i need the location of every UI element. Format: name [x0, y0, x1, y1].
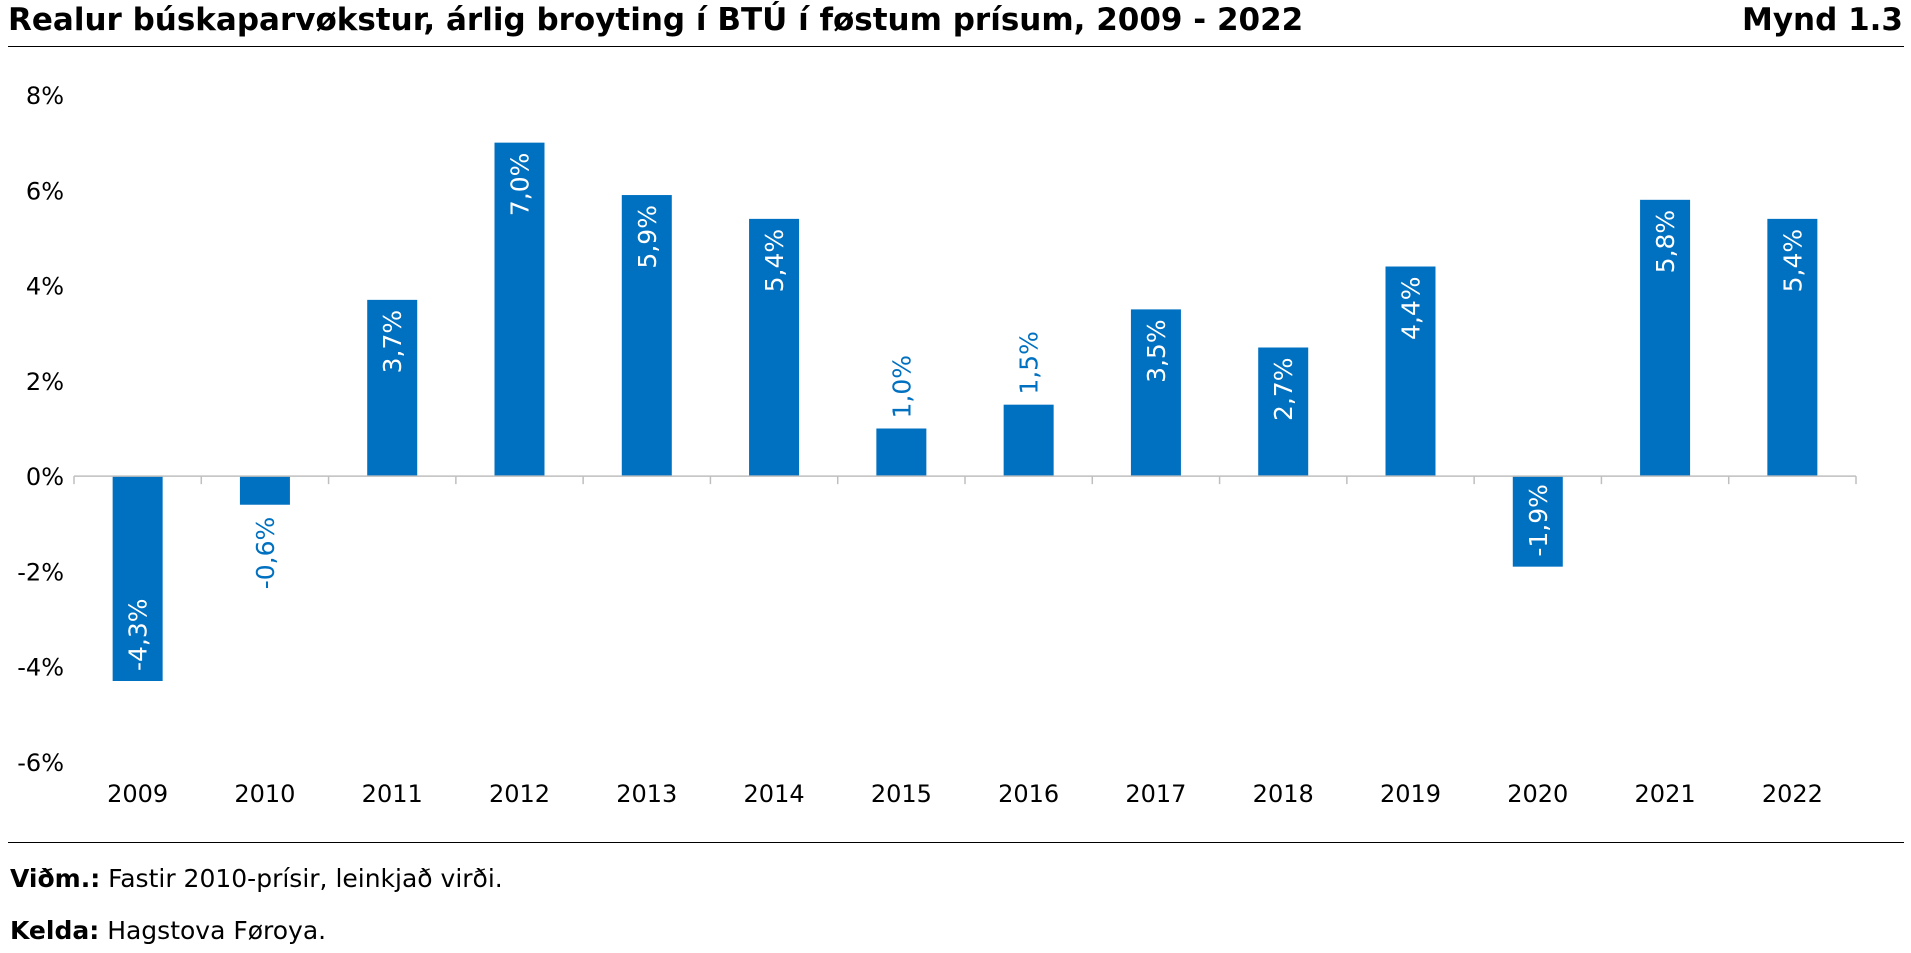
x-tick-label: 2012: [489, 780, 550, 808]
x-tick-label: 2020: [1507, 780, 1568, 808]
footnote-label: Viðm.:: [10, 864, 101, 893]
bar-2021: [1640, 199, 1691, 477]
data-label-2018: 2,7%: [1269, 358, 1298, 422]
y-tick-label: 8%: [26, 82, 64, 110]
source-note: Kelda: Hagstova Føroya.: [10, 916, 326, 945]
bar-2014: [749, 218, 800, 477]
y-tick-label: -6%: [17, 749, 64, 777]
figure-label: Mynd 1.3: [1741, 2, 1903, 38]
x-tick-label: 2015: [871, 780, 932, 808]
bar-chart: 8% 6% 4% 2% 0% -2% -4% -6% -4,3% -0,6% 3,7% 7,0% 5,…: [17, 82, 1857, 808]
bar-2010: [239, 476, 290, 505]
y-tick-label: -4%: [17, 654, 64, 682]
data-labels: -4,3% -0,6% 3,7% 7,0% 5,9% 5,4% 1,0% 1,5% 3,5% 2,…: [124, 153, 1808, 671]
data-label-2022: 5,4%: [1778, 229, 1807, 293]
data-label-2013: 5,9%: [633, 205, 662, 269]
data-label-2009: -4,3%: [124, 598, 153, 671]
y-tick-label: 4%: [26, 273, 64, 301]
x-tick-label: 2010: [234, 780, 295, 808]
data-label-2017: 3,5%: [1142, 319, 1171, 383]
bar-2011: [367, 299, 418, 477]
bar-2015: [876, 428, 927, 477]
top-rule: [8, 46, 1904, 47]
x-tick-label: 2017: [1125, 780, 1186, 808]
data-label-2020: -1,9%: [1524, 484, 1553, 557]
bar-2018: [1258, 347, 1309, 477]
data-label-2019: 4,4%: [1397, 277, 1426, 341]
bar-2009: [112, 476, 163, 682]
bar-2017: [1130, 309, 1181, 477]
x-tick-label: 2009: [107, 780, 168, 808]
data-label-2021: 5,8%: [1651, 210, 1680, 274]
footnote: Viðm.: Fastir 2010-prísir, leinkjað virð…: [10, 864, 503, 893]
y-axis-labels: 8% 6% 4% 2% 0% -2% -4% -6%: [17, 82, 64, 777]
data-label-2010: -0,6%: [251, 517, 280, 590]
bar-2022: [1767, 218, 1818, 477]
bars: [112, 142, 1818, 682]
x-tick-label: 2014: [744, 780, 805, 808]
bar-2016: [1003, 404, 1054, 477]
x-tick-label: 2021: [1635, 780, 1696, 808]
bottom-rule: [8, 842, 1904, 843]
source-label: Kelda:: [10, 916, 100, 945]
data-label-2012: 7,0%: [506, 153, 535, 217]
chart-title: Realur búskaparvøkstur, árlig broyting í…: [8, 2, 1304, 38]
data-label-2016: 1,5%: [1015, 331, 1044, 395]
bar-2019: [1385, 266, 1436, 477]
y-tick-label: -2%: [17, 558, 64, 586]
x-tick-label: 2013: [616, 780, 677, 808]
x-axis-labels: 2009 2010 2011 2012 2013 2014 2015 2016 2017 2018…: [107, 780, 1823, 808]
source-text: Hagstova Føroya.: [107, 916, 327, 945]
y-tick-label: 0%: [26, 463, 64, 491]
bar-2020: [1512, 476, 1563, 567]
x-axis: [73, 475, 1857, 485]
x-tick-label: 2022: [1762, 780, 1823, 808]
data-label-2011: 3,7%: [378, 310, 407, 374]
x-tick-label: 2011: [362, 780, 423, 808]
x-tick-label: 2018: [1253, 780, 1314, 808]
bar-2012: [494, 142, 545, 477]
y-tick-label: 2%: [26, 368, 64, 396]
x-tick-label: 2016: [998, 780, 1059, 808]
footnote-text: Fastir 2010-prísir, leinkjað virði.: [108, 864, 503, 893]
data-label-2014: 5,4%: [760, 229, 789, 293]
y-tick-label: 6%: [26, 177, 64, 205]
x-tick-label: 2019: [1380, 780, 1441, 808]
bar-2013: [621, 195, 672, 477]
data-label-2015: 1,0%: [887, 355, 916, 419]
